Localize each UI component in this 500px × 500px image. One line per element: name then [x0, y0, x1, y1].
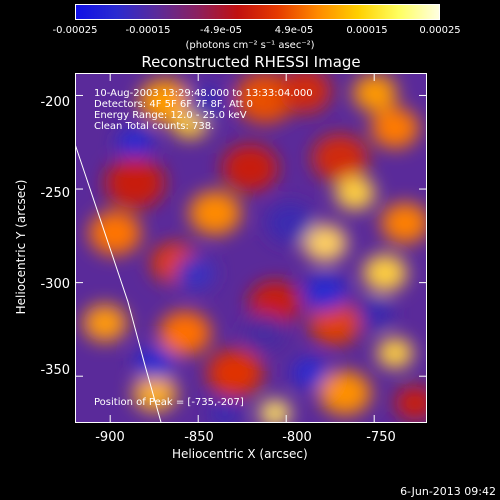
intensity-blob — [363, 254, 407, 292]
intensity-blob — [249, 280, 301, 326]
intensity-blob — [266, 202, 314, 244]
intensity-blob — [357, 297, 393, 329]
intensity-blob — [312, 134, 368, 182]
y-axis-label: Heliocentric Y (arcsec) — [14, 179, 28, 315]
colorbar — [75, 4, 440, 20]
chart-title: Reconstructed RHESSI Image — [141, 53, 361, 71]
x-tick-label: -800 — [282, 430, 312, 445]
intensity-blob — [395, 386, 427, 420]
intensity-blob — [133, 374, 177, 412]
annotation-energy: Energy Range: 12.0 - 25.0 keV — [94, 110, 247, 121]
intensity-blob — [335, 176, 375, 210]
colorbar-tick-label: 0.00025 — [419, 25, 461, 36]
intensity-blob — [185, 86, 225, 120]
intensity-blob — [319, 370, 371, 416]
intensity-blob — [371, 107, 419, 149]
colorbar-tick-label: -0.00025 — [52, 25, 98, 36]
intensity-blob — [353, 74, 397, 112]
heatmap-plot — [75, 73, 427, 423]
colorbar-tick-label: 0.00015 — [346, 25, 388, 36]
intensity-blob — [259, 399, 291, 423]
intensity-blob — [89, 210, 141, 256]
x-axis-label: Heliocentric X (arcsec) — [172, 447, 308, 461]
intensity-blob — [303, 224, 347, 262]
footer-date: 6-Jun-2013 09:42 — [400, 485, 496, 498]
intensity-blob — [159, 310, 211, 356]
annotation-peak-position: Position of Peak = [-735,-207] — [94, 397, 244, 408]
intensity-blob — [175, 256, 215, 290]
intensity-blob — [207, 349, 263, 397]
intensity-blob — [189, 190, 241, 236]
intensity-blob — [135, 346, 175, 380]
intensity-blob — [303, 274, 347, 312]
intensity-blob — [243, 314, 287, 352]
intensity-blob — [309, 300, 361, 346]
intensity-blob — [381, 202, 427, 244]
x-tick-label: -900 — [95, 430, 125, 445]
y-tick-label: -250 — [40, 186, 70, 201]
intensity-blob — [117, 127, 153, 159]
intensity-blob — [222, 144, 278, 192]
colorbar-tick-label: -0.00015 — [125, 25, 171, 36]
intensity-blob — [105, 157, 165, 209]
annotation-time-range: 10-Aug-2003 13:29:48.000 to 13:33:04.000 — [94, 88, 313, 99]
intensity-blob — [292, 357, 328, 389]
intensity-blob — [83, 304, 127, 342]
y-tick-label: -350 — [40, 363, 70, 378]
x-tick-label: -850 — [184, 430, 214, 445]
x-tick-label: -750 — [366, 430, 396, 445]
annotation-clean: Clean Total counts: 738. — [94, 121, 215, 132]
colorbar-units: (photons cm⁻² s⁻¹ asec⁻²) — [185, 40, 315, 51]
solar-limb-curve — [75, 143, 162, 423]
intensity-blob — [209, 399, 241, 423]
colorbar-tick-labels: -0.00025 -0.00015 -4.9e-05 4.9e-05 0.000… — [0, 25, 500, 39]
colorbar-tick-label: 4.9e-05 — [274, 25, 314, 36]
y-tick-label: -200 — [40, 95, 70, 110]
annotation-detectors: Detectors: 4F 5F 6F 7F 8F, Att 0 — [94, 99, 254, 110]
colorbar-tick-label: -4.9e-05 — [200, 25, 242, 36]
y-tick-label: -300 — [40, 277, 70, 292]
intensity-blob — [377, 337, 413, 369]
plot-frame — [75, 73, 427, 423]
intensity-blob — [279, 73, 331, 114]
